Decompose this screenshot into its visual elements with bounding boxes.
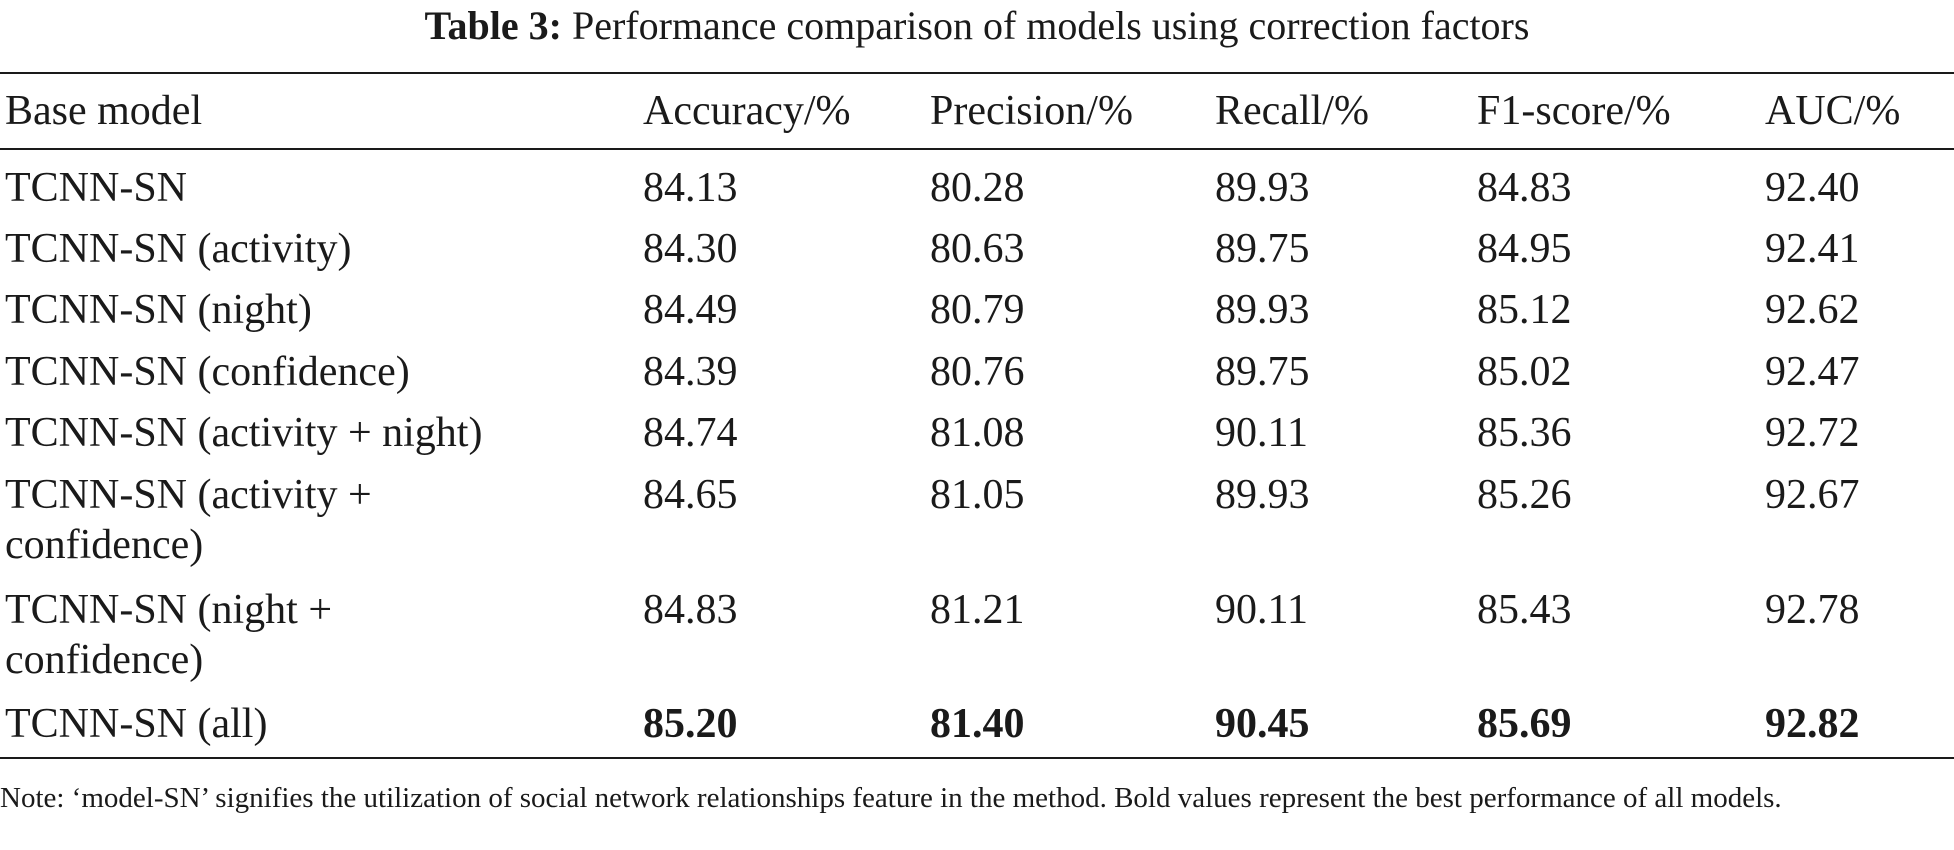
value-cell-auc: 92.41 bbox=[1765, 226, 1860, 272]
value-cell-precision: 80.76 bbox=[930, 349, 1025, 395]
value-cell-accuracy: 84.13 bbox=[643, 165, 738, 211]
value-cell-precision: 81.05 bbox=[930, 472, 1025, 518]
table-note: Note: ‘model-SN’ signifies the utilizati… bbox=[0, 782, 1782, 814]
value-cell-recall: 90.45 bbox=[1215, 701, 1310, 747]
model-name-cell: TCNN-SN (night) bbox=[5, 287, 312, 333]
header-auc: AUC/% bbox=[1765, 88, 1901, 134]
value-cell-f1-score: 85.43 bbox=[1477, 587, 1572, 633]
table-caption-text: Performance comparison of models using c… bbox=[571, 3, 1530, 48]
model-name-cell: TCNN-SN (activity) bbox=[5, 226, 352, 272]
value-cell-recall: 89.93 bbox=[1215, 287, 1310, 333]
value-cell-precision: 81.21 bbox=[930, 587, 1025, 633]
value-cell-auc: 92.72 bbox=[1765, 410, 1860, 456]
value-cell-f1-score: 84.95 bbox=[1477, 226, 1572, 272]
value-cell-auc: 92.78 bbox=[1765, 587, 1860, 633]
header-accuracy: Accuracy/% bbox=[643, 88, 851, 134]
value-cell-auc: 92.47 bbox=[1765, 349, 1860, 395]
value-cell-precision: 81.40 bbox=[930, 701, 1025, 747]
value-cell-accuracy: 84.49 bbox=[643, 287, 738, 333]
table-caption: Table 3: Performance comparison of model… bbox=[0, 0, 1954, 56]
value-cell-precision: 80.28 bbox=[930, 165, 1025, 211]
model-name-cell: TCNN-SN (activity + bbox=[5, 472, 372, 518]
header-recall: Recall/% bbox=[1215, 88, 1369, 134]
value-cell-precision: 81.08 bbox=[930, 410, 1025, 456]
value-cell-f1-score: 85.02 bbox=[1477, 349, 1572, 395]
header-precision: Precision/% bbox=[930, 88, 1133, 134]
value-cell-auc: 92.40 bbox=[1765, 165, 1860, 211]
model-name-cell: TCNN-SN (all) bbox=[5, 701, 268, 747]
value-cell-recall: 90.11 bbox=[1215, 410, 1308, 456]
value-cell-accuracy: 84.30 bbox=[643, 226, 738, 272]
value-cell-recall: 89.75 bbox=[1215, 226, 1310, 272]
value-cell-recall: 89.93 bbox=[1215, 165, 1310, 211]
value-cell-recall: 89.93 bbox=[1215, 472, 1310, 518]
value-cell-precision: 80.63 bbox=[930, 226, 1025, 272]
value-cell-precision: 80.79 bbox=[930, 287, 1025, 333]
model-name-cell: TCNN-SN bbox=[5, 165, 188, 211]
value-cell-recall: 90.11 bbox=[1215, 587, 1308, 633]
header-f1-score: F1-score/% bbox=[1477, 88, 1671, 134]
model-name-cell: confidence) bbox=[5, 522, 204, 568]
value-cell-f1-score: 85.69 bbox=[1477, 701, 1572, 747]
value-cell-accuracy: 84.83 bbox=[643, 587, 738, 633]
model-name-cell: TCNN-SN (confidence) bbox=[5, 349, 410, 395]
table-caption-label: Table 3: bbox=[424, 3, 562, 48]
value-cell-f1-score: 85.26 bbox=[1477, 472, 1572, 518]
header-base-model: Base model bbox=[5, 88, 203, 134]
value-cell-accuracy: 84.65 bbox=[643, 472, 738, 518]
model-name-cell: confidence) bbox=[5, 637, 204, 683]
value-cell-f1-score: 84.83 bbox=[1477, 165, 1572, 211]
table-top-rule bbox=[0, 72, 1954, 74]
model-name-cell: TCNN-SN (activity + night) bbox=[5, 410, 483, 456]
value-cell-f1-score: 85.36 bbox=[1477, 410, 1572, 456]
value-cell-accuracy: 84.74 bbox=[643, 410, 738, 456]
table-bottom-rule bbox=[0, 757, 1954, 759]
model-name-cell: TCNN-SN (night + bbox=[5, 587, 333, 633]
value-cell-f1-score: 85.12 bbox=[1477, 287, 1572, 333]
value-cell-auc: 92.62 bbox=[1765, 287, 1860, 333]
value-cell-auc: 92.67 bbox=[1765, 472, 1860, 518]
value-cell-accuracy: 84.39 bbox=[643, 349, 738, 395]
table-header-rule bbox=[0, 148, 1954, 150]
value-cell-auc: 92.82 bbox=[1765, 701, 1860, 747]
value-cell-accuracy: 85.20 bbox=[643, 701, 738, 747]
value-cell-recall: 89.75 bbox=[1215, 349, 1310, 395]
